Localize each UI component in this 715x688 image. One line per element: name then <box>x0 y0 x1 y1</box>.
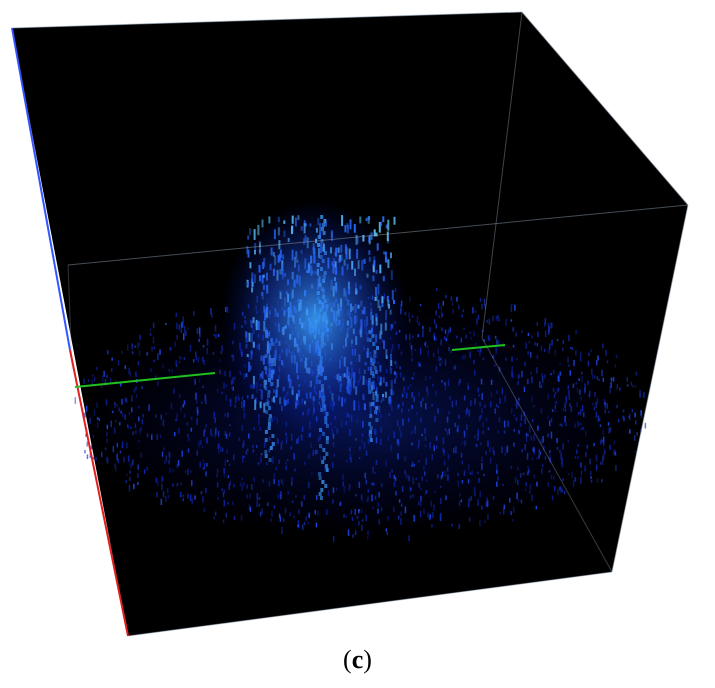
voxel <box>641 416 643 419</box>
voxel <box>96 367 98 370</box>
voxel <box>550 322 552 328</box>
voxel <box>75 397 77 404</box>
voxel <box>382 216 384 222</box>
voxel <box>127 344 129 351</box>
voxel <box>640 410 642 416</box>
voxel <box>88 380 90 382</box>
voxel <box>150 329 152 331</box>
voxel <box>409 297 411 302</box>
voxel <box>193 311 195 316</box>
voxel <box>590 349 592 352</box>
voxel <box>643 392 645 398</box>
voxel <box>545 318 547 324</box>
voxel <box>575 330 577 334</box>
caption-suffix: ) <box>363 645 372 674</box>
voxel <box>481 304 483 310</box>
voxel <box>183 316 185 322</box>
voxel <box>445 295 447 298</box>
voxel <box>616 355 618 359</box>
voxel <box>131 343 133 349</box>
voxel <box>83 378 85 384</box>
voxel <box>452 302 454 306</box>
voxel <box>387 232 389 242</box>
voxel <box>602 344 604 349</box>
voxel <box>134 346 136 348</box>
voxel <box>480 298 482 302</box>
voxel <box>607 361 609 364</box>
voxel <box>150 333 152 336</box>
voxel <box>107 351 109 354</box>
voxel <box>139 342 141 346</box>
caption: (c) <box>0 645 715 675</box>
voxel <box>380 222 382 227</box>
voxel <box>87 455 89 460</box>
voxel <box>121 351 123 354</box>
page: {"caption": {"prefix": "(", "label": "c"… <box>0 0 715 688</box>
voxel <box>639 394 641 398</box>
target-glow <box>220 200 410 440</box>
voxel <box>153 323 155 329</box>
voxel <box>84 450 86 453</box>
voxel <box>484 299 486 306</box>
voxel <box>605 350 607 356</box>
voxel <box>636 372 638 376</box>
voxel <box>176 313 178 317</box>
voxel <box>537 322 539 326</box>
voxel <box>631 382 633 386</box>
voxel <box>368 216 370 220</box>
voxel <box>634 451 636 453</box>
voxel <box>436 288 438 291</box>
voxel <box>387 220 389 231</box>
voxel <box>210 308 212 314</box>
voxel <box>627 377 629 382</box>
voxel <box>514 305 516 311</box>
voxel <box>111 358 113 361</box>
voxel <box>139 335 141 340</box>
voxel <box>94 377 96 382</box>
voxel <box>635 385 637 387</box>
voxel <box>443 301 445 306</box>
voxel <box>456 297 458 302</box>
voxel <box>645 423 647 429</box>
voxel <box>451 296 453 301</box>
voxel <box>165 323 167 325</box>
voxel <box>511 305 512 312</box>
caption-prefix: ( <box>343 645 352 674</box>
voxel <box>632 385 634 388</box>
caption-label: c <box>352 645 364 674</box>
voxel <box>92 375 94 377</box>
volume-render <box>0 0 715 640</box>
voxel <box>394 217 396 225</box>
voxel <box>176 323 178 330</box>
voxel <box>615 364 617 367</box>
